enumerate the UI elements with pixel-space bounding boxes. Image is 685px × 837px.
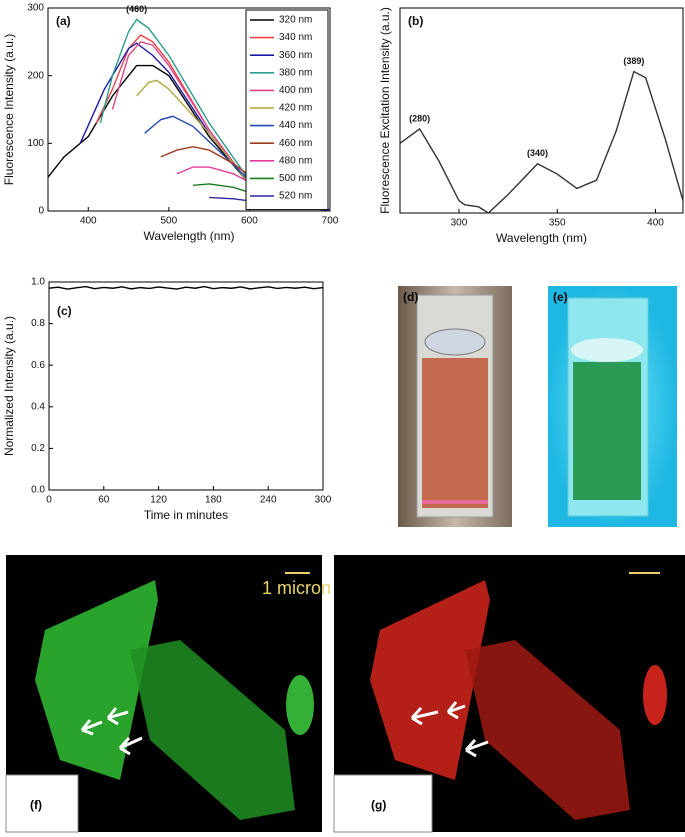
micrograph-f: 1 micron (f) <box>5 555 331 833</box>
annotation: (280) <box>409 113 430 123</box>
y-tick-label: 100 <box>27 138 44 149</box>
y-tick-label: 0 <box>38 206 44 217</box>
x-tick-label: 120 <box>150 495 167 506</box>
x-tick-label: 500 <box>161 216 178 227</box>
y-tick-label: 0.0 <box>31 485 45 496</box>
legend-label: 320 nm <box>279 15 312 26</box>
plot-frame <box>48 281 324 491</box>
x-tick-label: 600 <box>241 216 258 227</box>
y-tick-label: 0.6 <box>31 360 45 371</box>
plot-frame <box>399 7 684 214</box>
micrograph-g: (g) <box>333 555 685 833</box>
x-tick-label: 400 <box>80 216 97 227</box>
legend-label: 380 nm <box>279 67 312 78</box>
y-tick-label: 200 <box>27 70 44 81</box>
legend-label: 460 nm <box>279 138 312 149</box>
legend-label: 420 nm <box>279 103 312 114</box>
x-tick-label: 300 <box>451 218 468 229</box>
legend-label: 500 nm <box>279 173 312 184</box>
y-axis-label: Fluorescence Intensity (a.u.) <box>2 34 16 185</box>
legend-label: 480 nm <box>279 155 312 166</box>
y-tick-label: 300 <box>27 3 44 14</box>
x-axis-label: Wavelength (nm) <box>144 229 235 243</box>
y-tick-label: 0.8 <box>31 318 45 329</box>
x-tick-label: 700 <box>322 216 339 227</box>
annotation: (389) <box>623 56 644 66</box>
panel-label: (f) <box>30 798 42 812</box>
legend-label: 340 nm <box>279 32 312 43</box>
legend-label: 360 nm <box>279 50 312 61</box>
panel-label: (d) <box>403 290 418 304</box>
photo-d: (d) <box>398 286 512 527</box>
y-tick-label: 0.4 <box>31 401 45 412</box>
photo-e: (e) <box>548 286 677 527</box>
x-tick-label: 400 <box>647 218 664 229</box>
x-tick-label: 300 <box>315 495 332 506</box>
panel-title: (b) <box>408 14 423 28</box>
legend-box <box>245 9 329 211</box>
y-axis-label: Normalized Intensity (a.u.) <box>2 316 16 456</box>
scale-bar-label: 1 micron <box>262 578 331 598</box>
panel-label: (e) <box>553 290 568 304</box>
series-line <box>48 285 324 290</box>
y-tick-label: 0.2 <box>31 443 45 454</box>
y-tick-label: 1.0 <box>31 277 45 288</box>
x-tick-label: 180 <box>205 495 222 506</box>
legend-label: 440 nm <box>279 120 312 131</box>
x-tick-label: 0 <box>46 495 52 506</box>
x-tick-label: 350 <box>549 218 566 229</box>
annotation: (340) <box>527 148 548 158</box>
x-axis-label: Wavelength (nm) <box>496 231 587 245</box>
plot-frame <box>47 7 331 212</box>
panel-title: (a) <box>56 14 71 28</box>
legend-label: 520 nm <box>279 191 312 202</box>
panel-label: (g) <box>371 798 386 812</box>
legend-label: 400 nm <box>279 85 312 96</box>
series-line <box>399 70 684 214</box>
annotation: (460) <box>126 4 147 14</box>
x-tick-label: 240 <box>260 495 277 506</box>
x-tick-label: 60 <box>98 495 110 506</box>
y-axis-label: Fluorescence Excitation Intensity (a.u.) <box>378 7 392 214</box>
panel-title: (c) <box>57 304 72 318</box>
x-axis-label: Time in minutes <box>144 508 228 522</box>
